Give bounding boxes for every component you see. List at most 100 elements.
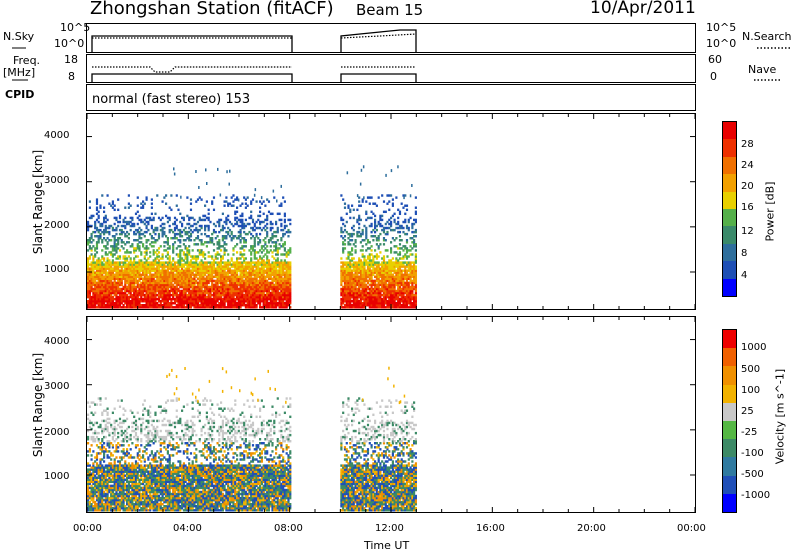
heatmap-cell (195, 293, 198, 297)
heatmap-cell (234, 306, 237, 309)
heatmap-cell (143, 202, 146, 205)
heatmap-cell (386, 306, 389, 309)
heatmap-cell (234, 304, 237, 307)
heatmap-cell (204, 273, 207, 277)
heatmap-cell (275, 243, 278, 246)
heatmap-cell (409, 300, 412, 303)
heatmap-cell (97, 261, 100, 264)
heatmap-cell (237, 291, 240, 295)
heatmap-cell (398, 273, 402, 277)
heatmap-cell (204, 304, 207, 307)
heatmap-cell (110, 224, 113, 228)
heatmap-cell (257, 300, 260, 303)
heatmap-cell (202, 261, 205, 264)
heatmap-cell (95, 271, 99, 274)
heatmap-cell (124, 257, 127, 260)
heatmap-cell (275, 222, 278, 226)
heatmap-cell (375, 283, 378, 287)
heatmap-cell (198, 285, 201, 289)
heatmap-cell (189, 269, 193, 272)
heatmap-cell (168, 265, 171, 268)
heatmap-cell (267, 293, 271, 297)
heatmap-cell (381, 302, 384, 305)
heatmap-cell (402, 304, 405, 307)
heatmap-cell (388, 222, 391, 226)
heatmap-cell (259, 239, 262, 242)
heatmap-cell (170, 228, 173, 232)
heatmap-cell (202, 281, 205, 285)
heatmap-cell (343, 263, 347, 266)
heatmap-cell (186, 273, 189, 277)
heatmap-cell (232, 249, 235, 252)
heatmap-cell (347, 289, 350, 293)
heatmap-cell (129, 306, 132, 309)
heatmap-cell (409, 304, 412, 307)
heatmap-cell (99, 206, 102, 209)
heatmap-cell (113, 249, 116, 252)
heatmap-cell (271, 241, 274, 244)
heatmap-cell (126, 275, 129, 279)
heatmap-cell (205, 302, 208, 305)
heatmap-cell (397, 302, 400, 305)
heatmap-cell (126, 251, 129, 254)
heatmap-cell (134, 212, 138, 216)
heatmap-cell (92, 279, 95, 283)
heatmap-cell (358, 222, 361, 226)
heatmap-cell (177, 265, 180, 268)
heatmap-cell (175, 224, 178, 228)
heatmap-cell (351, 269, 354, 272)
heatmap-cell (381, 263, 384, 266)
heatmap-cell (382, 265, 386, 268)
heatmap-cell (282, 265, 285, 268)
heatmap-cell (165, 285, 168, 289)
heatmap-cell (221, 297, 224, 301)
heatmap-cell (386, 285, 389, 289)
heatmap-cell (259, 214, 262, 218)
heatmap-cell (216, 243, 219, 246)
heatmap-cell (405, 208, 409, 212)
heatmap-cell (402, 291, 405, 295)
heatmap-cell (379, 295, 382, 299)
heatmap-cell (103, 302, 106, 305)
heatmap-cell (384, 306, 387, 309)
heatmap-cell (225, 220, 228, 224)
heatmap-cell (129, 289, 132, 293)
heatmap-cell (99, 306, 102, 309)
heatmap-cell (287, 273, 290, 277)
heatmap-cell (393, 291, 396, 295)
heatmap-cell (184, 285, 187, 289)
heatmap-cell (195, 261, 198, 264)
heatmap-cell (241, 300, 244, 303)
heatmap-cell (113, 204, 116, 207)
heatmap-cell (397, 267, 400, 270)
heatmap-cell (243, 261, 246, 264)
heatmap-cell (111, 245, 114, 248)
heatmap-cell (370, 253, 373, 256)
heatmap-cell (189, 306, 193, 309)
heatmap-cell (170, 271, 173, 274)
heatmap-cell (147, 283, 150, 287)
heatmap-cell (384, 210, 387, 214)
heatmap-cell (370, 287, 373, 291)
heatmap-cell (168, 216, 171, 220)
heatmap-cell (200, 285, 203, 289)
heatmap-cell (140, 287, 143, 291)
heatmap-cell (202, 306, 205, 309)
heatmap-cell (386, 277, 389, 281)
heatmap-cell (402, 255, 405, 258)
heatmap-cell (374, 220, 377, 224)
heatmap-cell (352, 287, 355, 291)
heatmap-cell (342, 249, 345, 252)
heatmap-cell (195, 279, 198, 283)
heatmap-cell (358, 226, 361, 230)
heatmap-cell (115, 251, 118, 254)
heatmap-cell (414, 283, 417, 287)
heatmap-cell (195, 285, 198, 289)
heatmap-cell (133, 273, 136, 277)
heatmap-cell (275, 265, 278, 268)
heatmap-cell (150, 304, 153, 307)
heatmap-cell (204, 295, 207, 299)
heatmap-cell (384, 279, 387, 283)
heatmap-cell (193, 302, 196, 305)
heatmap-cell (111, 283, 114, 287)
